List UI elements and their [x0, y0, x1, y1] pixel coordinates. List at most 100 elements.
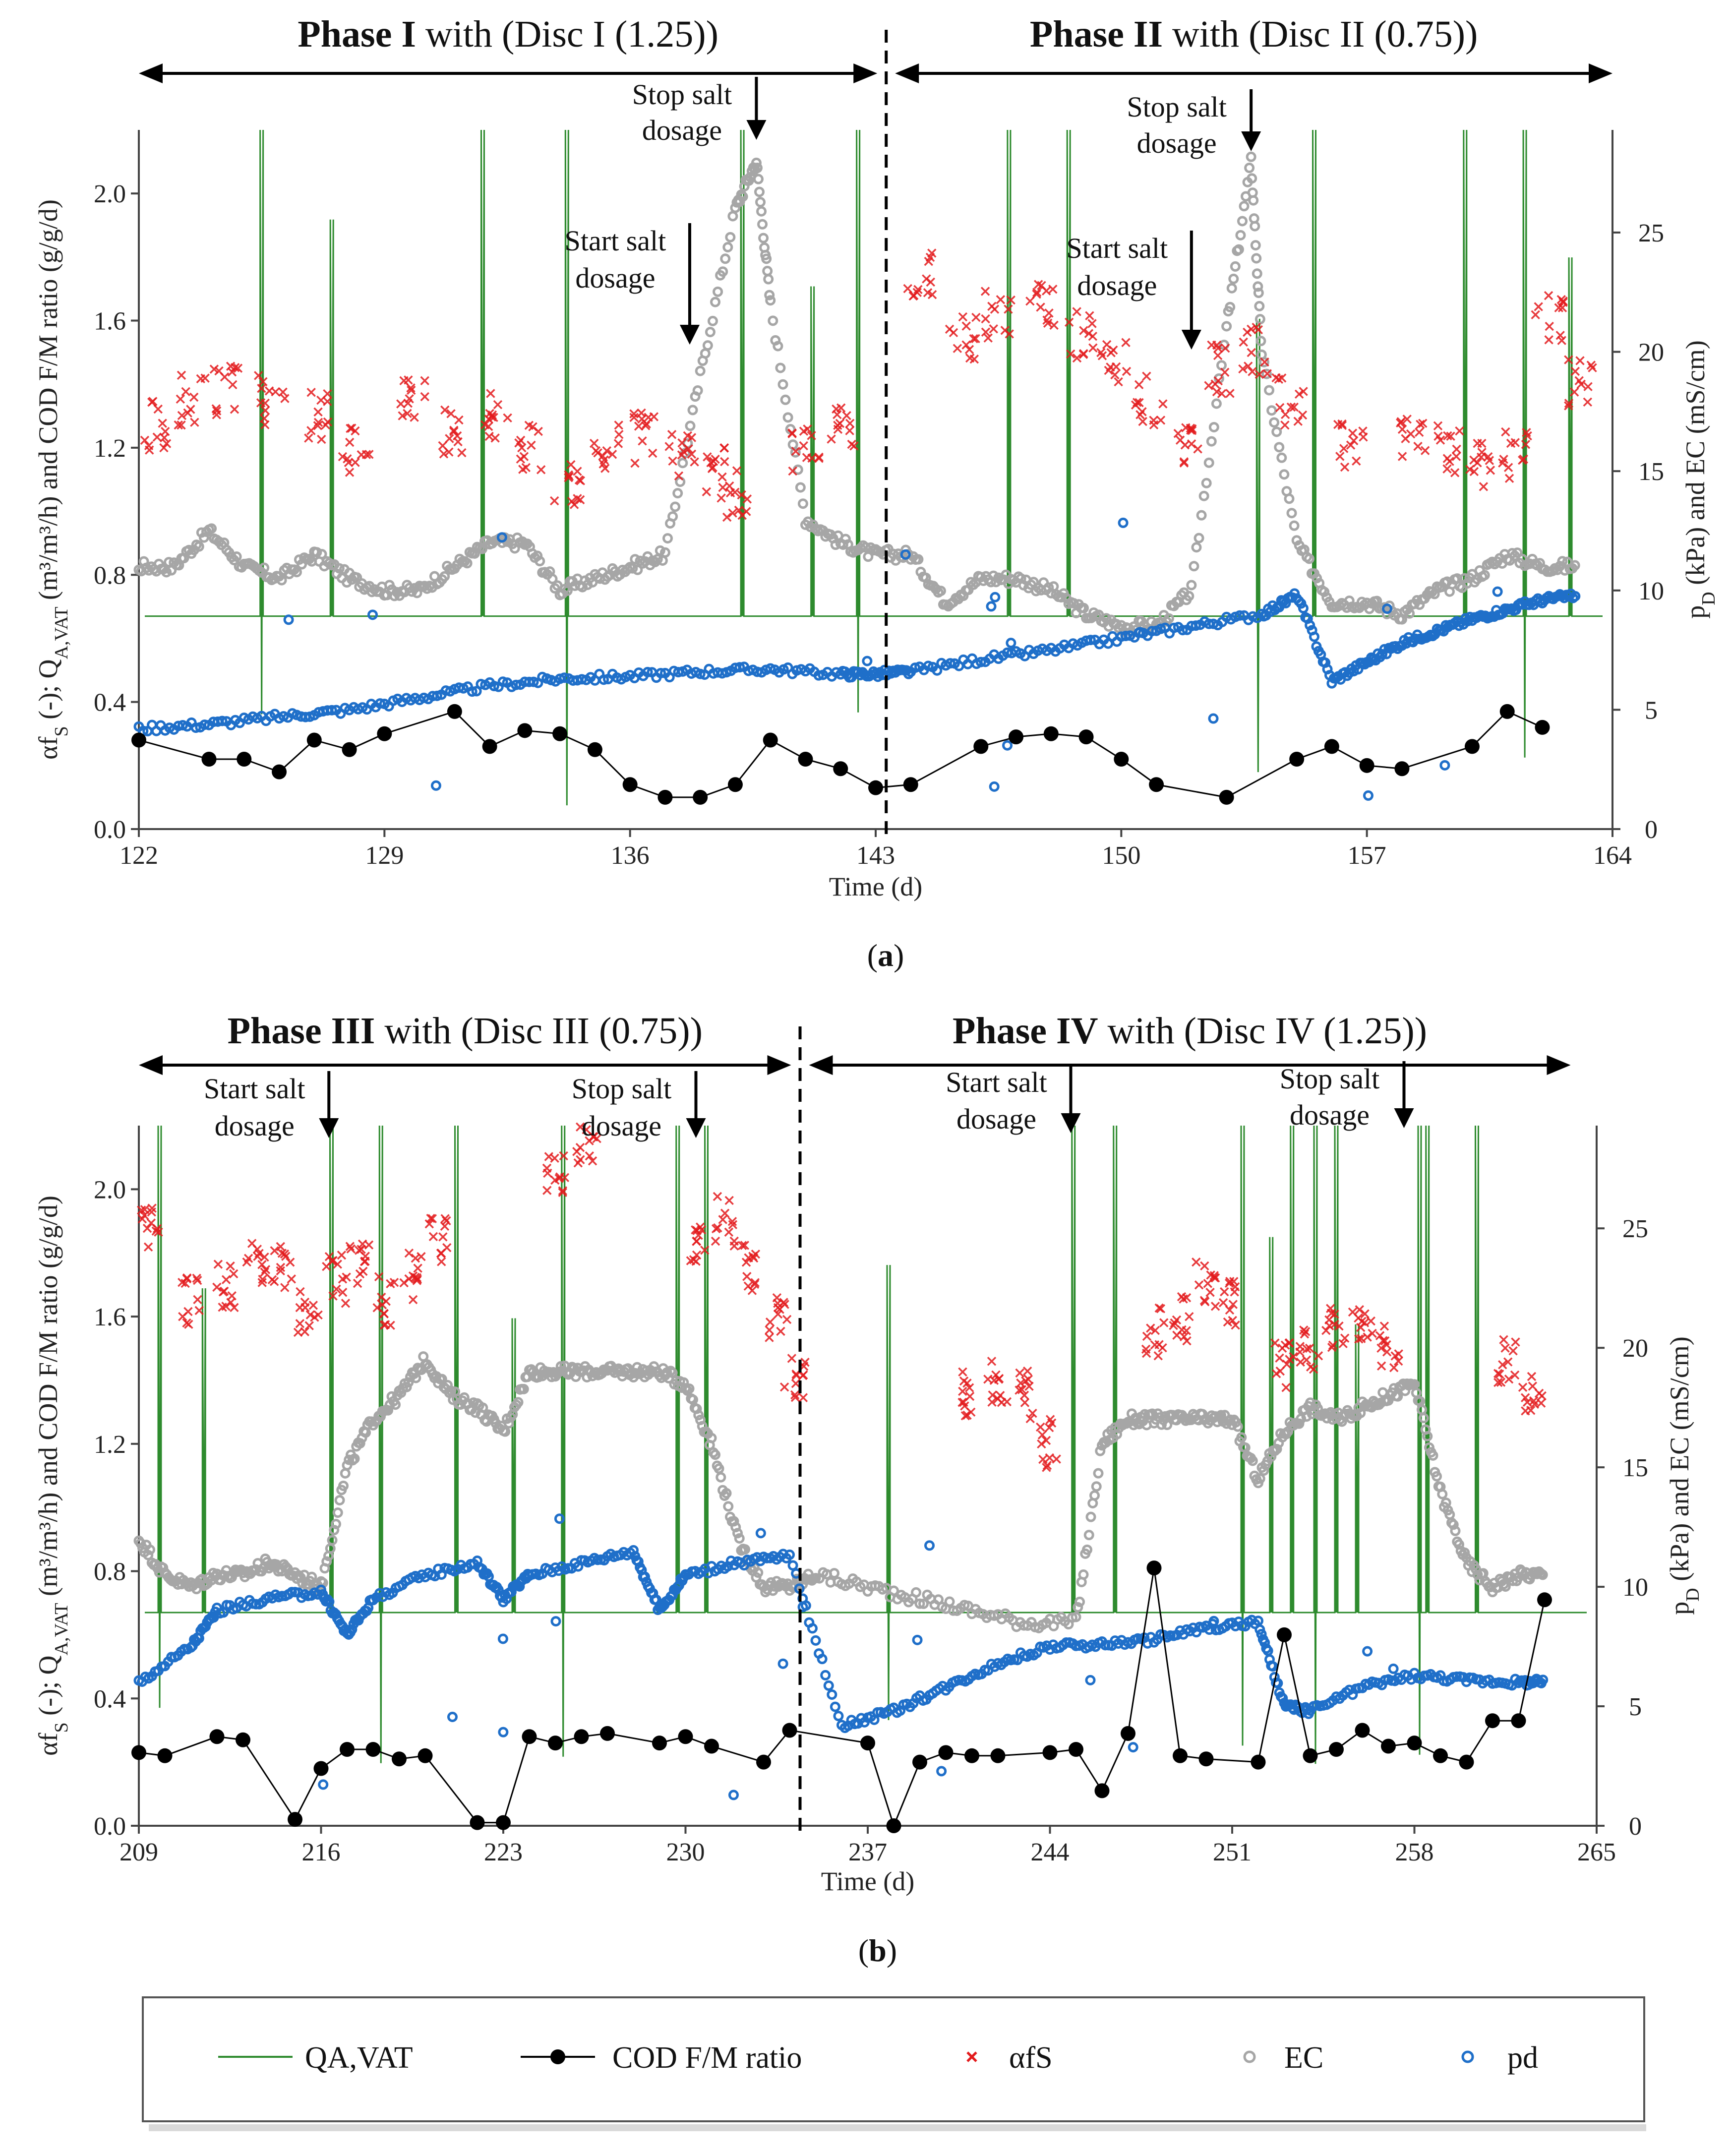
ec-point: [677, 458, 688, 469]
salt-dosage-annotation-text: Start salt: [946, 1066, 1047, 1098]
afs-point: [1570, 366, 1580, 376]
pd-point: [827, 1689, 837, 1700]
pd-point: [1388, 1663, 1399, 1674]
ec-point: [1261, 368, 1272, 379]
afs-point: [183, 408, 192, 418]
ec-series: [133, 151, 1580, 637]
afs-point: [209, 364, 219, 374]
legend-shadow: [149, 2124, 1646, 2131]
afs-point: [1210, 379, 1220, 389]
afs-point: [527, 440, 536, 450]
ec-point: [1206, 436, 1217, 447]
afs-point: [343, 454, 352, 464]
afs-point: [536, 465, 546, 475]
ec-point: [509, 543, 520, 554]
afs-point: [1379, 1321, 1389, 1331]
chart-panel-a: 122 129 136 143 150 157 164 0.0 0.4 0.8 1.2 1.6 2.0 0…: [33, 13, 1719, 973]
afs-point: [1522, 428, 1531, 437]
legend-cod-marker: [550, 2049, 565, 2064]
afs-point: [1569, 387, 1579, 397]
ec-point: [773, 341, 783, 352]
afs-point: [1527, 1372, 1537, 1381]
pd-point: [1362, 1646, 1373, 1657]
afs-point: [598, 459, 608, 469]
pd-point: [989, 781, 1000, 792]
ec-point: [383, 1405, 393, 1416]
afs-point: [791, 446, 800, 456]
pd-point: [1085, 1675, 1096, 1685]
ec-point: [1470, 1563, 1481, 1574]
y-axis-left-title-part: αf: [33, 737, 63, 760]
phase-title: Phase II with (Disc II (0.75)): [1030, 13, 1478, 55]
ec-point: [1085, 1511, 1096, 1522]
afs-point: [323, 389, 332, 399]
salt-dosage-annotation-text: Start salt: [204, 1073, 305, 1105]
ec-point: [722, 242, 733, 253]
y-left-tick-label: 0.8: [94, 561, 126, 590]
afs-point: [484, 431, 494, 441]
ec-point: [727, 211, 738, 222]
y-left-tick-label: 0.4: [94, 689, 126, 717]
afs-point: [516, 454, 526, 464]
ec-point: [276, 575, 287, 586]
afs-point: [230, 405, 239, 414]
afs-point: [1079, 326, 1088, 335]
afs-point: [981, 314, 990, 324]
afs-point: [734, 505, 744, 515]
ec-point: [1404, 608, 1415, 619]
afs-point: [295, 1303, 305, 1313]
ec-point: [911, 1587, 921, 1598]
ec-point: [1208, 421, 1219, 432]
pd-point: [1256, 1628, 1267, 1639]
cod-fm-point: [1289, 752, 1305, 767]
afs-point: [257, 383, 266, 393]
ec-point: [1304, 553, 1314, 564]
afs-point: [1048, 284, 1058, 294]
ec-point: [206, 523, 217, 534]
ec-point: [1428, 1450, 1438, 1461]
afs-point: [1498, 458, 1507, 468]
afs-point: [1583, 382, 1593, 391]
cod-fm-point: [131, 1745, 146, 1760]
afs-point: [724, 1227, 734, 1237]
afs-point: [709, 457, 718, 466]
afs-point: [1545, 321, 1554, 331]
afs-point: [486, 389, 495, 398]
afs-point: [1286, 402, 1296, 412]
afs-point: [566, 460, 576, 470]
afs-point: [177, 420, 186, 430]
afs-point: [1217, 389, 1227, 399]
ec-point: [790, 447, 801, 458]
pd-point: [830, 1701, 840, 1712]
afs-point: [1389, 1363, 1399, 1373]
x-tick-label: 136: [611, 841, 650, 870]
ec-point: [411, 1373, 421, 1383]
pd-point: [1492, 586, 1503, 597]
ec-point: [1196, 510, 1207, 521]
cod-fm-point: [1078, 729, 1094, 745]
ec-point: [1266, 405, 1277, 416]
ec-point: [562, 585, 573, 596]
pd-point: [910, 662, 921, 673]
ec-point: [913, 554, 924, 565]
ec-point: [1226, 283, 1237, 294]
ec-point: [761, 253, 772, 264]
afs-point: [964, 345, 974, 355]
pd-point: [559, 672, 570, 683]
x-tick-label: 216: [302, 1838, 341, 1866]
ec-point: [1198, 490, 1209, 501]
ec-point: [713, 286, 723, 297]
cod-fm-point: [1173, 1748, 1188, 1763]
afs-point: [961, 340, 971, 350]
cod-fm-point: [798, 752, 813, 767]
ec-point: [1437, 1489, 1448, 1499]
ec-point: [1279, 469, 1290, 480]
afs-point: [304, 433, 313, 443]
ec-point: [705, 327, 716, 338]
afs-point: [1588, 363, 1597, 372]
afs-point: [1247, 324, 1256, 334]
y-left-tick-label: 1.6: [94, 1303, 126, 1331]
ec-point: [1253, 281, 1263, 292]
pd-point: [1118, 517, 1129, 528]
ec-point: [334, 1495, 345, 1505]
